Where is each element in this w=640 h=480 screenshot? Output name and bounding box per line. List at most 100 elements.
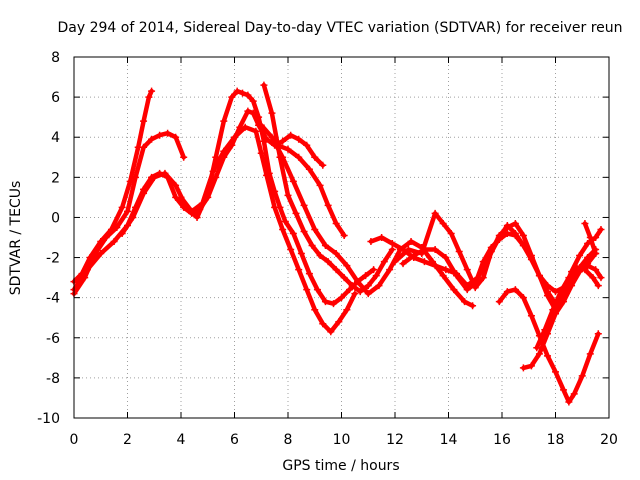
data-point — [549, 306, 557, 314]
data-point — [450, 286, 458, 294]
data-point — [340, 231, 348, 239]
data-point — [239, 89, 247, 97]
data-point — [581, 219, 589, 227]
data-point — [578, 372, 586, 380]
data-point — [471, 280, 479, 288]
data-point — [311, 153, 319, 161]
x-tick-label: 16 — [493, 432, 511, 448]
data-point — [271, 203, 279, 211]
y-tick-label: -8 — [46, 371, 60, 387]
data-point — [316, 252, 324, 260]
data-point — [132, 173, 140, 181]
data-point — [364, 290, 372, 298]
data-point — [268, 133, 276, 141]
data-point — [597, 225, 605, 233]
data-point — [172, 133, 180, 141]
data-point — [231, 133, 238, 141]
x-tick-label: 0 — [70, 432, 79, 448]
grid-lines — [74, 57, 609, 418]
data-point — [118, 229, 126, 237]
data-point — [193, 213, 201, 221]
data-point — [503, 223, 511, 231]
data-point — [332, 219, 340, 227]
data-point — [300, 227, 308, 235]
data-point — [279, 225, 287, 233]
data-point — [156, 131, 164, 139]
y-tick-label: -6 — [46, 331, 60, 347]
data-point — [527, 256, 535, 264]
data-point — [284, 145, 292, 153]
data-point — [257, 149, 265, 157]
data-point — [140, 143, 148, 151]
data-point — [364, 282, 372, 290]
data-point — [378, 234, 386, 241]
data-point — [557, 288, 565, 296]
data-point — [348, 282, 356, 290]
data-point — [305, 270, 313, 278]
data-point — [565, 398, 573, 406]
data-point — [541, 326, 549, 334]
data-point — [431, 262, 439, 270]
data-point — [209, 167, 217, 175]
data-point — [410, 252, 418, 260]
data-point — [442, 266, 450, 274]
data-point — [281, 217, 289, 225]
data-point — [260, 81, 268, 89]
data-point — [346, 286, 354, 294]
data-point — [404, 246, 412, 254]
data-point — [148, 87, 156, 95]
data-point — [335, 318, 343, 326]
data-point — [188, 207, 196, 215]
data-point — [343, 262, 351, 270]
data-point — [463, 266, 471, 274]
data-point — [543, 352, 551, 360]
data-point — [589, 274, 597, 282]
data-point — [180, 153, 188, 161]
data-point — [386, 266, 394, 274]
data-point — [594, 282, 602, 290]
x-tick-label: 14 — [440, 432, 458, 448]
y-tick-label: -2 — [46, 251, 60, 267]
data-point — [447, 229, 455, 237]
data-point — [487, 244, 495, 252]
data-point — [535, 272, 543, 280]
data-point — [343, 306, 351, 314]
data-point — [519, 294, 527, 302]
data-point — [597, 274, 605, 282]
data-point — [260, 137, 268, 145]
data-point — [511, 286, 519, 294]
data-point — [177, 193, 185, 201]
data-point — [172, 181, 180, 189]
axis-ticks — [73, 56, 610, 419]
data-point — [367, 238, 375, 246]
data-point — [420, 246, 428, 254]
data-point — [461, 298, 469, 306]
data-point — [324, 258, 332, 266]
data-point — [332, 250, 340, 258]
data-point — [308, 242, 316, 250]
data-point — [295, 153, 303, 161]
data-point — [354, 278, 362, 286]
data-point — [273, 141, 281, 149]
data-point — [244, 91, 252, 99]
data-point — [479, 258, 487, 266]
data-point — [319, 161, 327, 169]
data-point — [431, 209, 439, 217]
data-point — [552, 368, 559, 376]
data-point — [220, 117, 228, 125]
data-point — [332, 266, 340, 274]
data-point — [161, 169, 169, 177]
data-point — [255, 113, 263, 121]
data-point — [420, 258, 428, 266]
data-point — [439, 272, 447, 280]
data-point — [340, 274, 348, 282]
data-point — [113, 223, 121, 231]
data-point — [303, 141, 311, 149]
y-tick-labels: -10 -8 -6 -4 -2 0 2 4 6 8 — [37, 50, 60, 427]
data-point — [469, 302, 477, 310]
data-point — [279, 153, 287, 161]
data-point — [576, 252, 584, 260]
data-point — [316, 181, 324, 189]
data-point — [319, 320, 327, 328]
data-point — [148, 135, 156, 143]
